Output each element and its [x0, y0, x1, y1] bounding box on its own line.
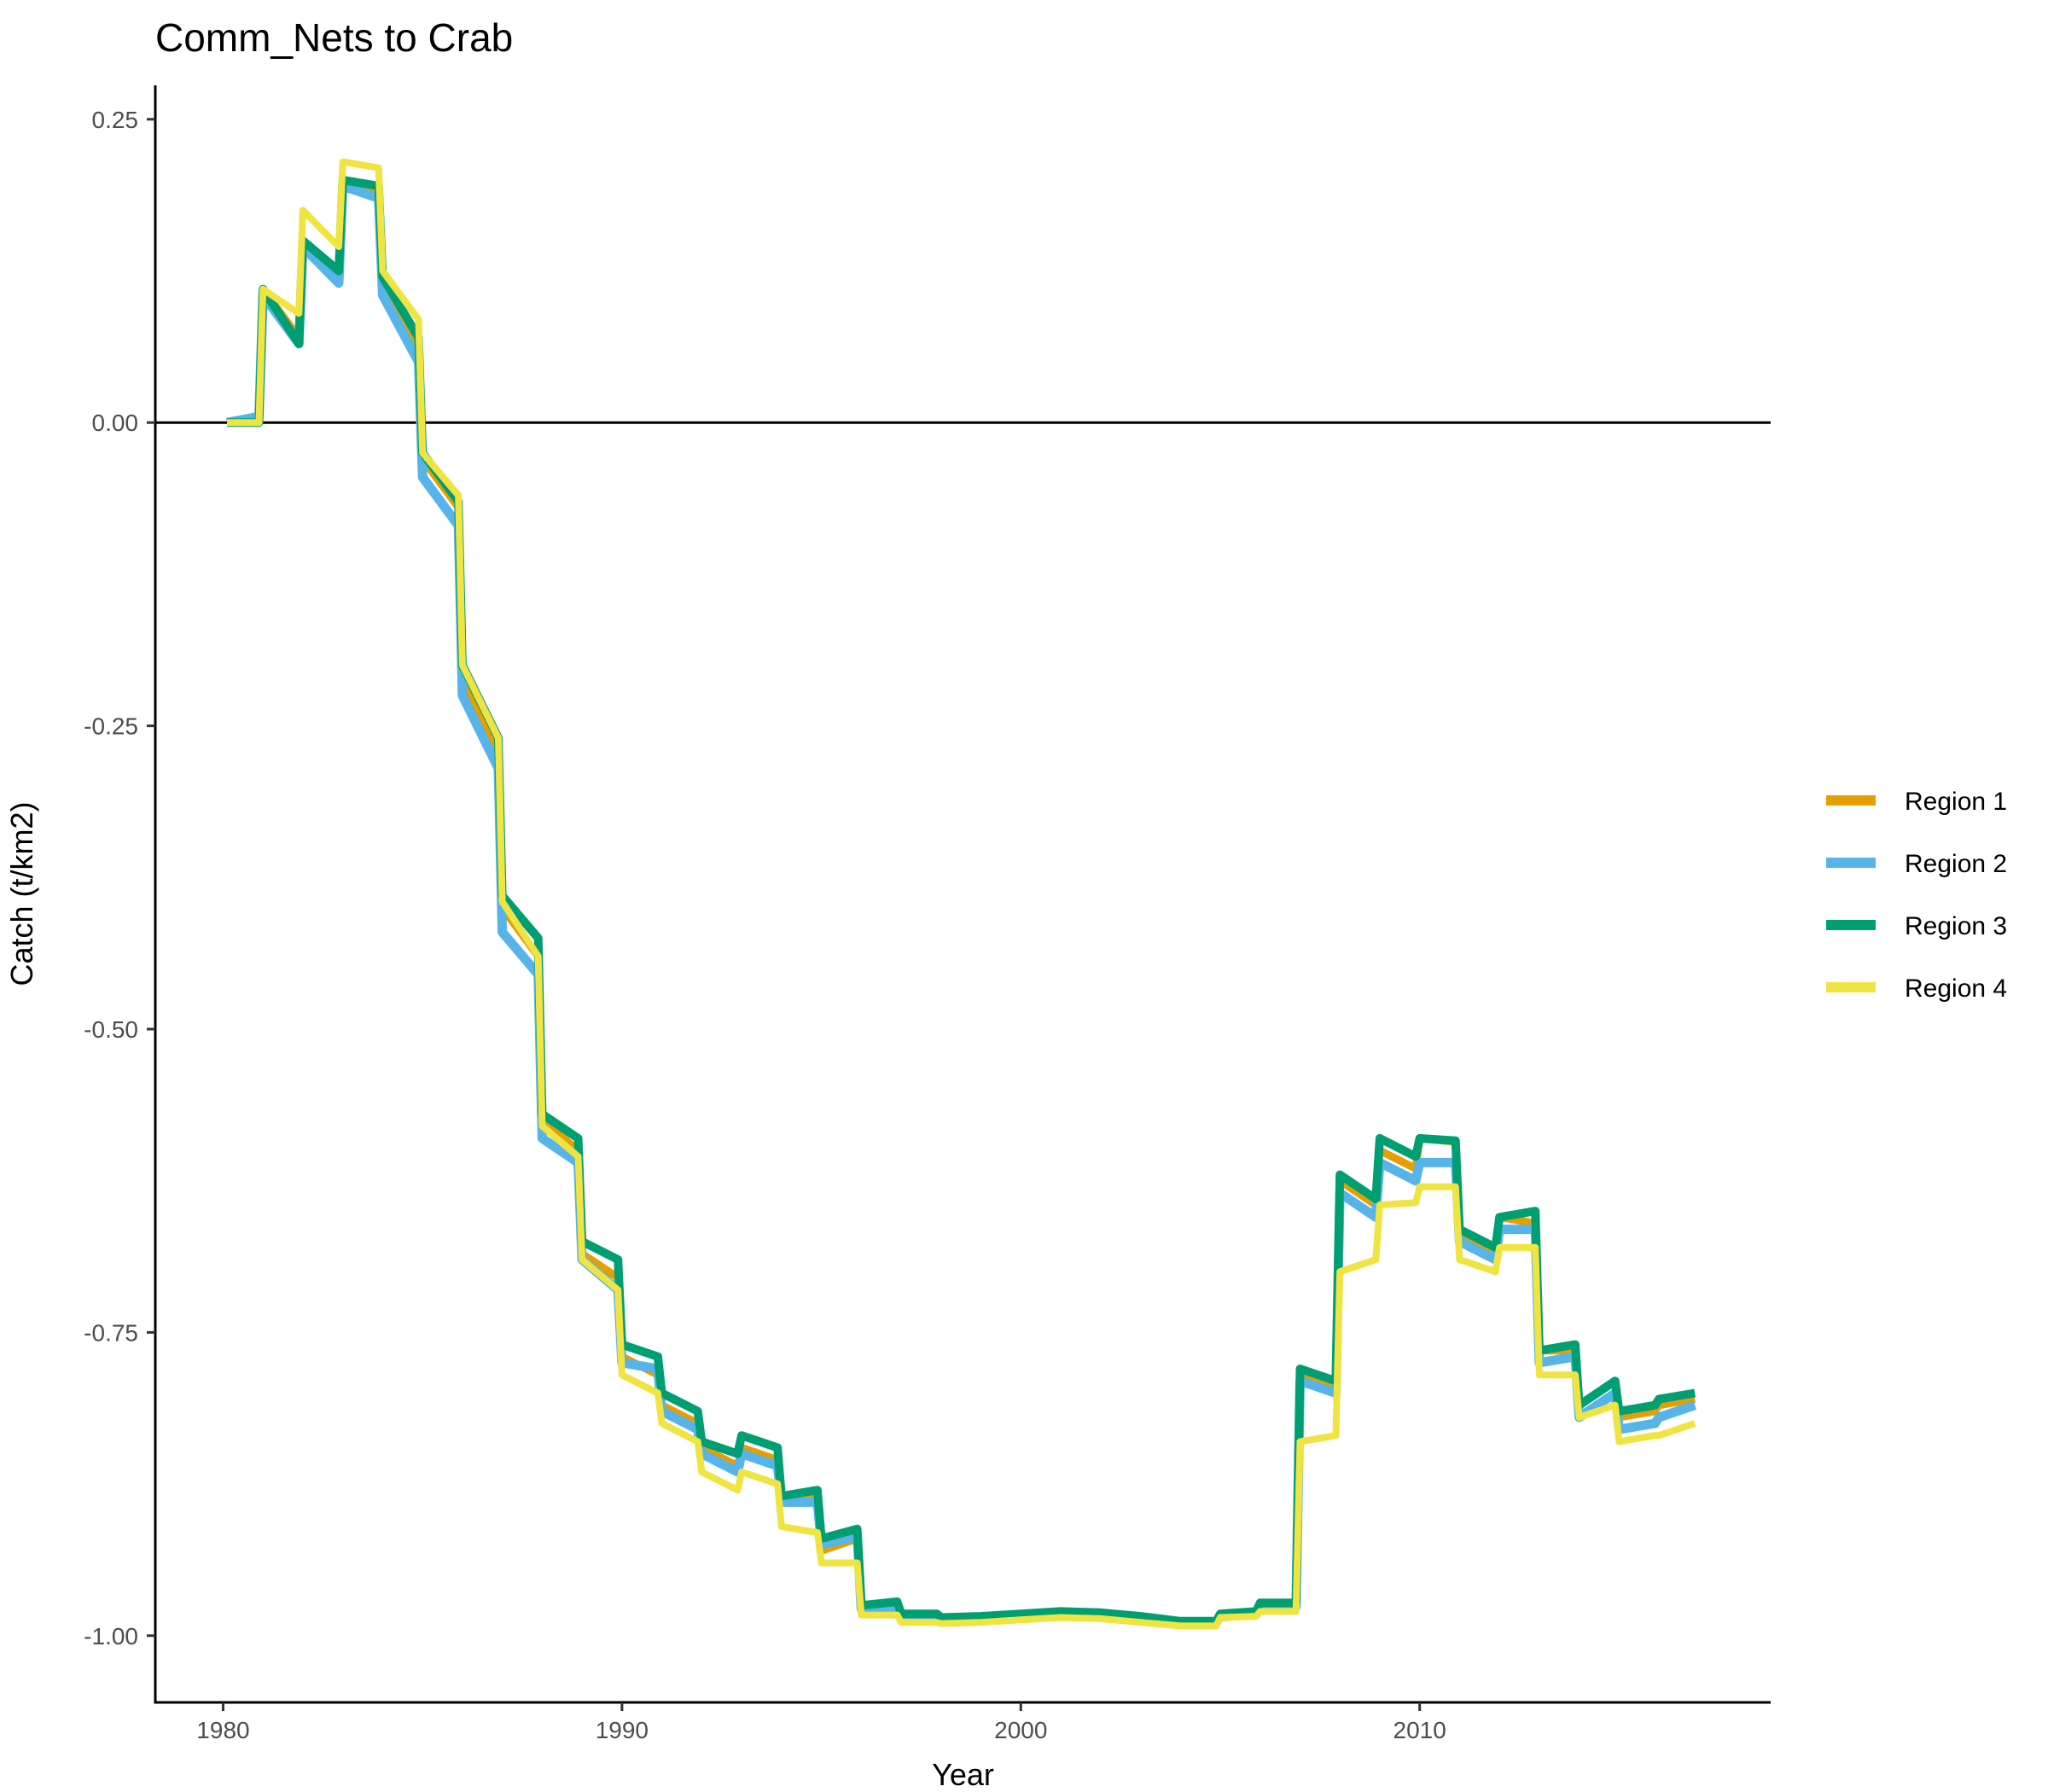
x-axis-title: Year	[932, 1757, 994, 1792]
x-tick-label: 1990	[596, 1717, 649, 1743]
y-axis-ticks: 0.25 0.00 -0.25 -0.50 -0.75 -1.00	[84, 107, 155, 1649]
y-tick-label: -1.00	[84, 1623, 138, 1649]
x-tick-label: 1980	[196, 1717, 249, 1743]
x-tick-label: 2010	[1393, 1717, 1446, 1743]
plot-area: 0.25 0.00 -0.25 -0.50 -0.75 -1.00 1980 1990 200…	[84, 85, 1771, 1743]
y-axis-title: Catch (t/km2)	[4, 801, 39, 986]
series-line-region-4	[227, 158, 1696, 1630]
legend-label-region-2: Region 2	[1905, 850, 2007, 878]
y-tick-label: -0.75	[84, 1319, 138, 1346]
x-tick-label: 2000	[994, 1717, 1047, 1743]
x-axis-ticks: 1980 1990 2000 2010	[196, 1702, 1446, 1743]
legend: Region 1 Region 2 Region 3 Region 4	[1826, 788, 2007, 1003]
y-tick-label: 0.00	[92, 410, 139, 436]
chart-title: Comm_Nets to Crab	[155, 15, 513, 60]
legend-label-region-3: Region 3	[1905, 912, 2007, 940]
y-tick-label: -0.50	[84, 1016, 138, 1043]
y-tick-label: -0.25	[84, 713, 138, 740]
y-tick-label: 0.25	[92, 107, 139, 133]
series-layer	[226, 158, 1696, 1630]
legend-label-region-4: Region 4	[1905, 975, 2007, 1003]
legend-label-region-1: Region 1	[1905, 788, 2007, 816]
